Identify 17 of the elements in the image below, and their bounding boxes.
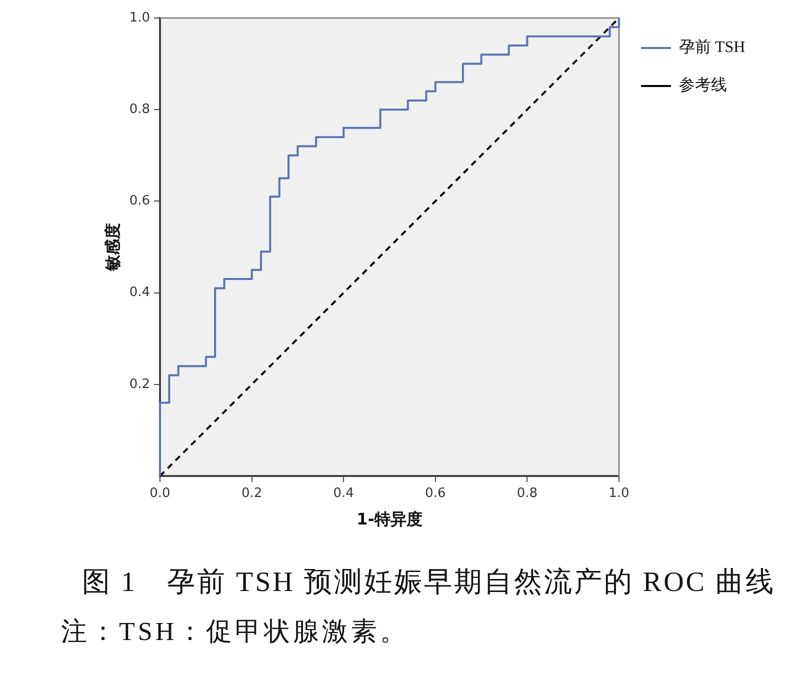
x-tick-label: 1.0 <box>608 486 630 502</box>
y-tick-label: 0.8 <box>129 102 150 117</box>
y-tick-label: 0.2 <box>129 376 150 392</box>
text: 注：TSH：促甲状腺激素。 <box>61 616 410 648</box>
x-tick-label: 0.6 <box>425 486 446 502</box>
x-tick-label: 0.0 <box>150 486 170 502</box>
y-tick-label: 0.6 <box>129 194 150 209</box>
x-tick-label: 0.4 <box>333 486 354 502</box>
x-tick-label: 0.2 <box>241 486 262 502</box>
x-tick-label: 0.8 <box>516 486 538 502</box>
y-axis-title: 敏感度 <box>102 223 122 272</box>
text: 图 1 孕前 TSH 预测妊娠早期自然流产的 ROC 曲线 <box>82 566 776 600</box>
y-tick-label: 1.0 <box>129 10 150 26</box>
y-tick-label: 0.4 <box>129 285 150 300</box>
x-axis-title: 1-特异度 <box>356 510 422 529</box>
legend-label: 参考线 <box>679 76 727 94</box>
legend-label: 孕前 TSH <box>679 38 746 56</box>
